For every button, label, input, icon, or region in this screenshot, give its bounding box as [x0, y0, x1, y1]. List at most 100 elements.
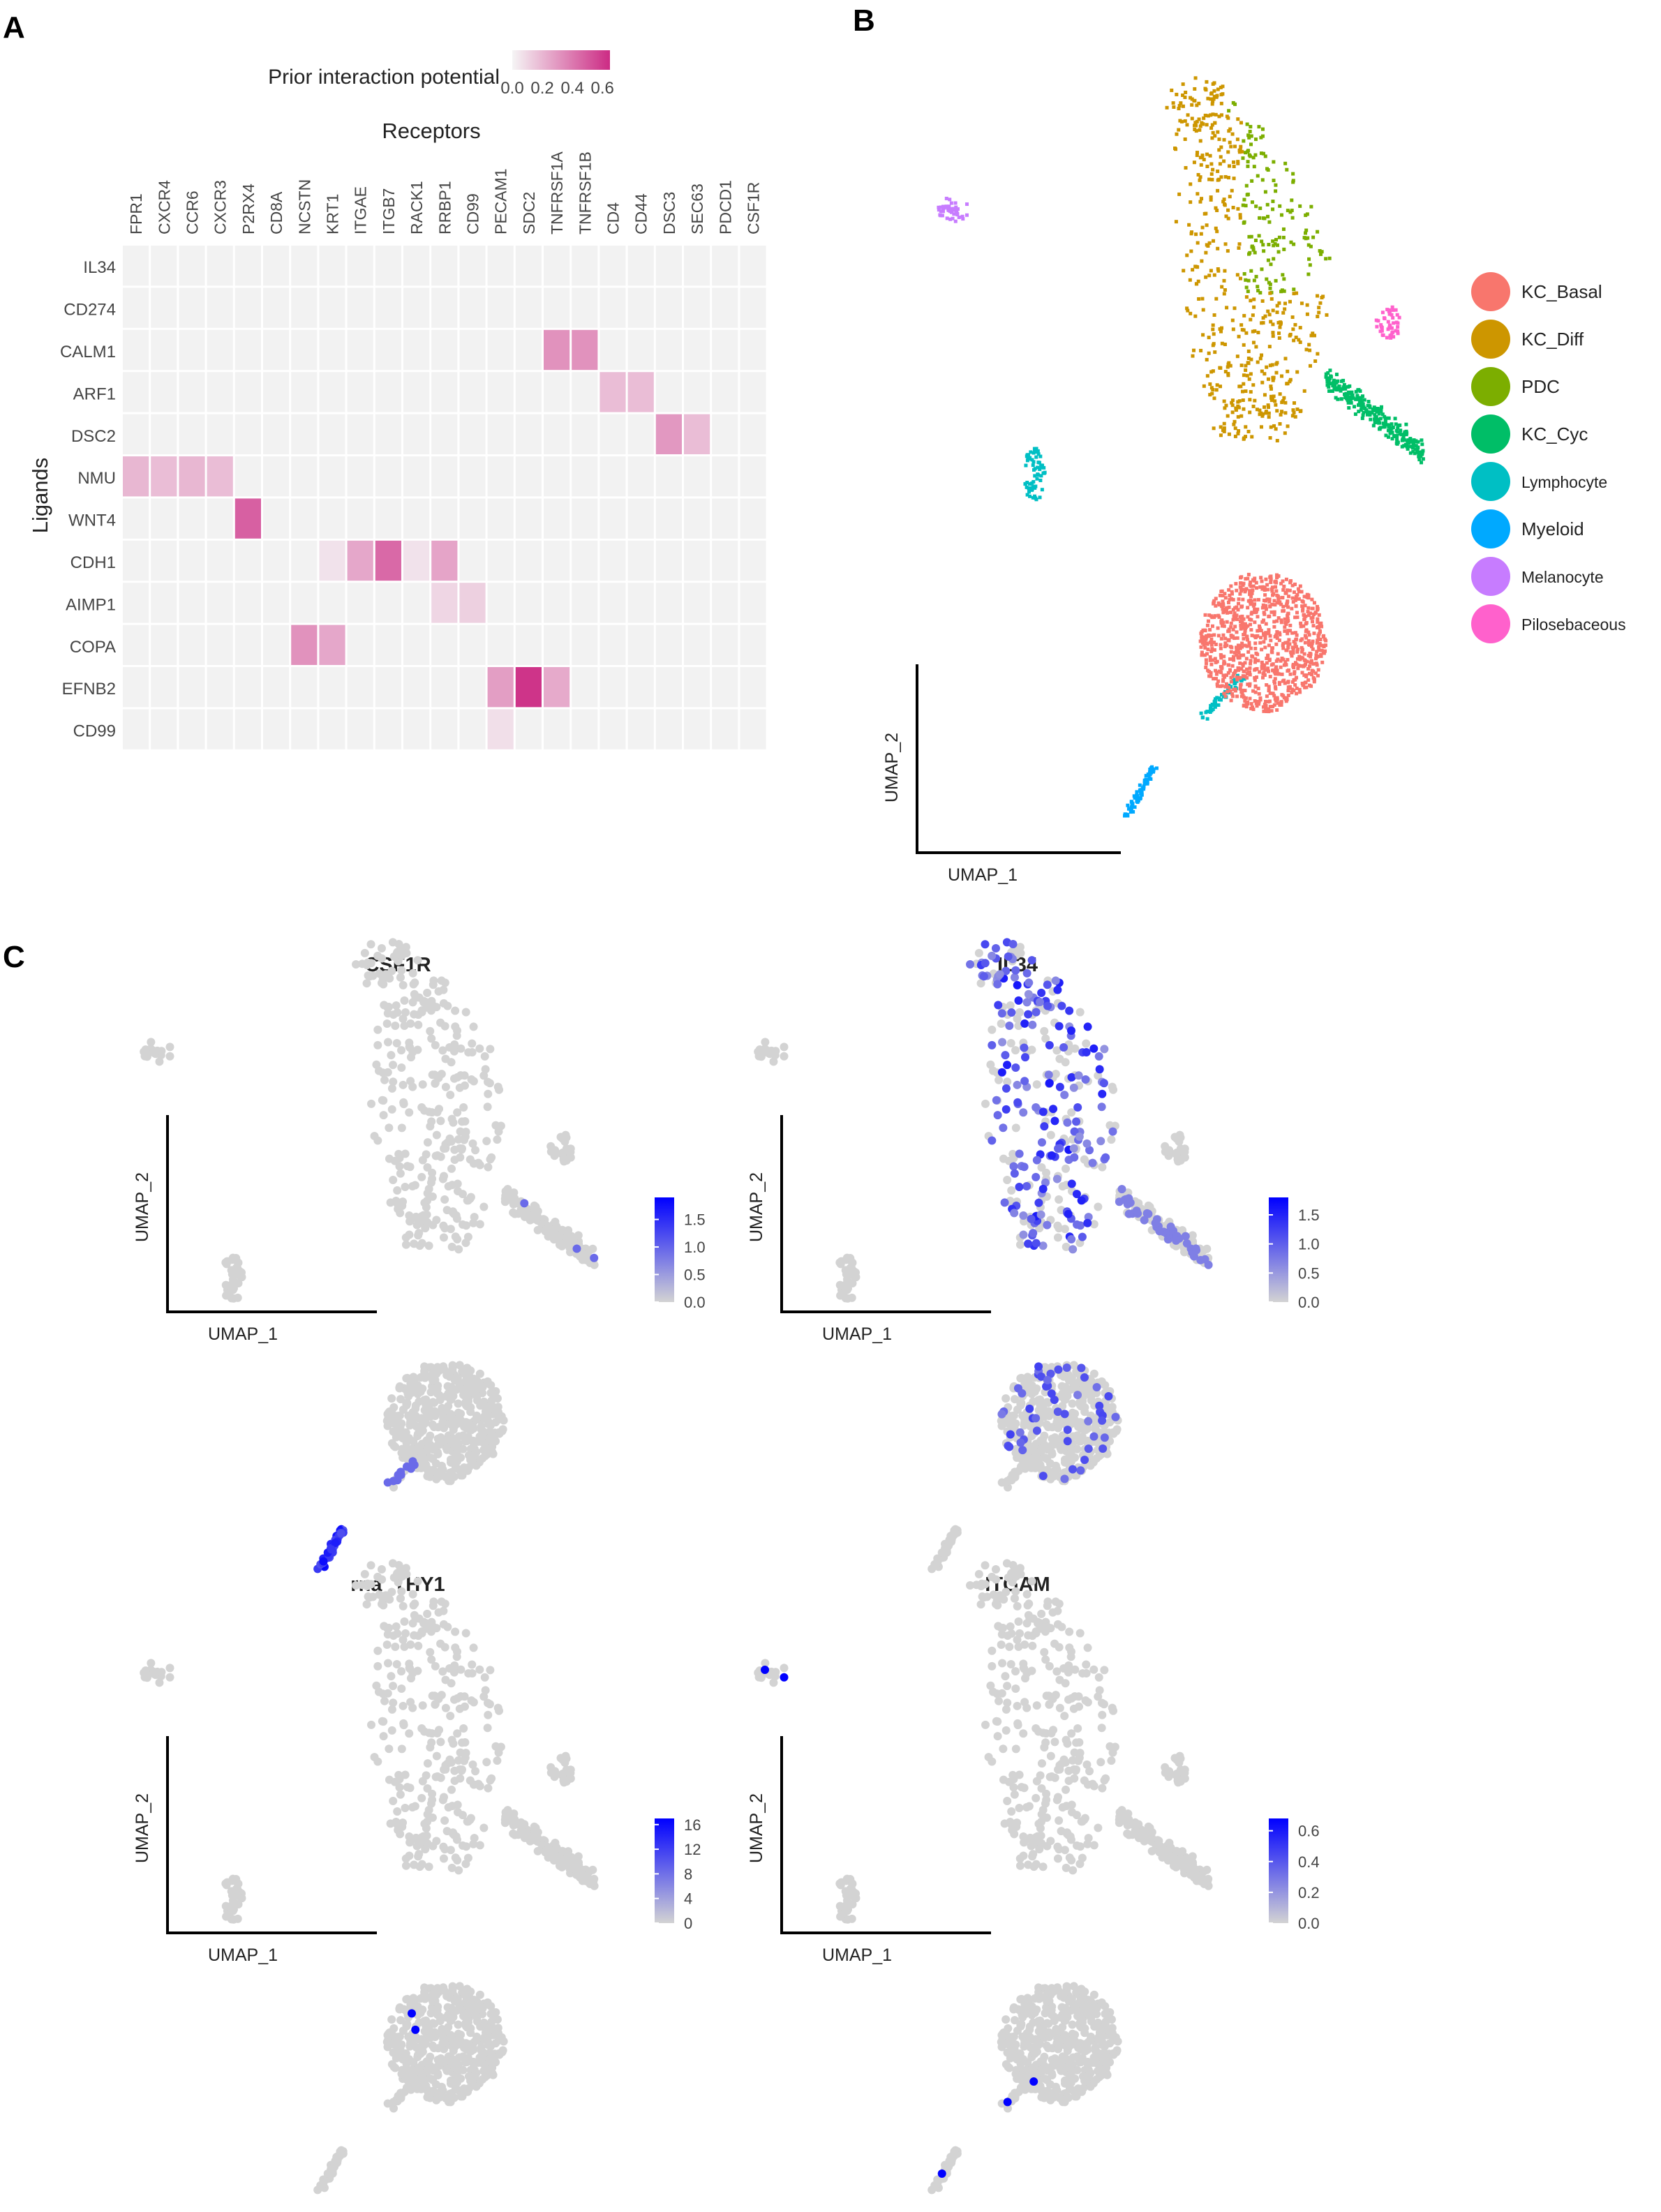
umap-cell-point [1266, 403, 1270, 408]
feature-point [406, 1077, 415, 1086]
umap-cell-point [939, 205, 943, 209]
feature-point [449, 1209, 459, 1218]
umap-cell-point [948, 207, 952, 211]
feature-point [440, 1144, 449, 1153]
feature-point-expressed [1024, 989, 1033, 999]
umap-cell-point [1283, 641, 1288, 645]
umap-cell-point [1222, 655, 1226, 659]
umap-cell-point [1249, 702, 1253, 706]
umap-cell-point [1248, 618, 1252, 622]
heatmap-cell [263, 372, 290, 412]
umap-cell-point [1165, 105, 1169, 110]
feature-point [381, 970, 390, 979]
heatmap-column-label: PDCD1 [716, 180, 734, 234]
feature-point-expressed [1083, 1022, 1092, 1031]
heatmap-cell [627, 540, 654, 581]
umap-cell-point [1249, 602, 1253, 606]
umap-cell-point [1231, 327, 1235, 331]
umap-cell-point [1253, 620, 1257, 625]
umap-cell-point [1342, 382, 1346, 387]
umap-cell-point [1247, 377, 1251, 381]
umap-cell-point [1226, 611, 1230, 615]
heatmap-cell [431, 709, 458, 749]
heatmap-cell [347, 456, 373, 497]
umap-cell-point [1212, 313, 1216, 317]
umap-cell-point [937, 208, 941, 212]
feature-point [381, 1591, 390, 1600]
umap-cell-point [1209, 386, 1214, 390]
heatmap-cell [627, 498, 654, 539]
umap-cell-point [1181, 93, 1185, 97]
umap-cell-point [1392, 335, 1396, 339]
legend-label: KC_Diff [1521, 329, 1584, 350]
umap-cell-point [1373, 412, 1377, 417]
feature-point [384, 1038, 393, 1047]
umap-cell-point [1216, 626, 1220, 630]
umap-cell-point [948, 217, 953, 221]
umap-cell-point [1222, 692, 1226, 696]
heatmap-cell [234, 540, 261, 581]
heatmap-cell [291, 625, 318, 665]
heatmap-cell [487, 456, 514, 497]
umap-cell-point [1394, 320, 1399, 324]
feature-point [1010, 1423, 1019, 1433]
umap-cell-point [1211, 327, 1215, 331]
feature-point [414, 1010, 423, 1019]
umap-cell-point [1210, 647, 1214, 651]
umap-cell-point [1214, 597, 1218, 601]
umap-cell-point [1288, 623, 1293, 627]
umap-cell-point [1309, 684, 1313, 688]
feature-point-expressed [1082, 1048, 1091, 1057]
heatmap-cell [151, 456, 177, 497]
umap-cell-point [1244, 285, 1249, 290]
heatmap-cell [291, 540, 318, 581]
umap-cell-point [1251, 689, 1256, 693]
umap-cell-point [1248, 673, 1252, 677]
feature-point-expressed [1077, 1363, 1086, 1373]
umap-cell-point [1256, 615, 1260, 619]
feature-point-expressed [997, 1068, 1006, 1077]
heatmap-cell [684, 625, 710, 665]
feature-point [454, 1866, 463, 1875]
feature-point [432, 1130, 441, 1139]
feature-point [1043, 1465, 1052, 1474]
umap-cell-point [1220, 604, 1224, 608]
feature-point-expressed [1022, 1182, 1031, 1191]
umap-cell-point [1237, 643, 1242, 648]
feature-point-expressed [1043, 1375, 1052, 1384]
umap-cell-point [1206, 619, 1210, 623]
umap-cell-point [1332, 380, 1336, 384]
umap-cell-point [1270, 585, 1274, 590]
umap-cell-point [1272, 610, 1276, 614]
umap-cell-point [1233, 606, 1237, 610]
umap-cell-point [1258, 698, 1262, 702]
umap-cell-point [1202, 384, 1206, 388]
feature-point-expressed [396, 1470, 405, 1479]
heatmap-cell [234, 709, 261, 749]
feature-point [1001, 1394, 1011, 1403]
umap-cell-point [1386, 320, 1390, 324]
feature-point [1068, 1399, 1077, 1408]
umap-cell-point [1219, 175, 1223, 179]
feature-colorbar [1269, 1197, 1288, 1302]
feature-point [401, 1770, 410, 1779]
umap-cell-point [1279, 320, 1283, 324]
umap-cell-point [1303, 604, 1307, 608]
feature-point [480, 1052, 489, 1061]
umap-cell-point [1297, 664, 1301, 668]
umap-cell-point [1316, 638, 1320, 643]
feature-point-expressed [1063, 1437, 1072, 1446]
umap-cell-point [1379, 405, 1383, 409]
umap-cell-point [1230, 401, 1234, 405]
feature-point [387, 1394, 396, 1403]
umap-cell-point [1194, 129, 1198, 133]
umap-cell-point [1295, 592, 1299, 597]
umap-cell-point [1243, 629, 1247, 633]
umap-cell-point [1239, 605, 1244, 609]
feature-point [1082, 1039, 1091, 1048]
umap-cell-point [1209, 113, 1213, 117]
umap-cell-point [1333, 387, 1337, 391]
feature-point [405, 1163, 415, 1172]
umap-cell-point [1290, 596, 1295, 600]
umap-cell-point [1348, 384, 1352, 388]
